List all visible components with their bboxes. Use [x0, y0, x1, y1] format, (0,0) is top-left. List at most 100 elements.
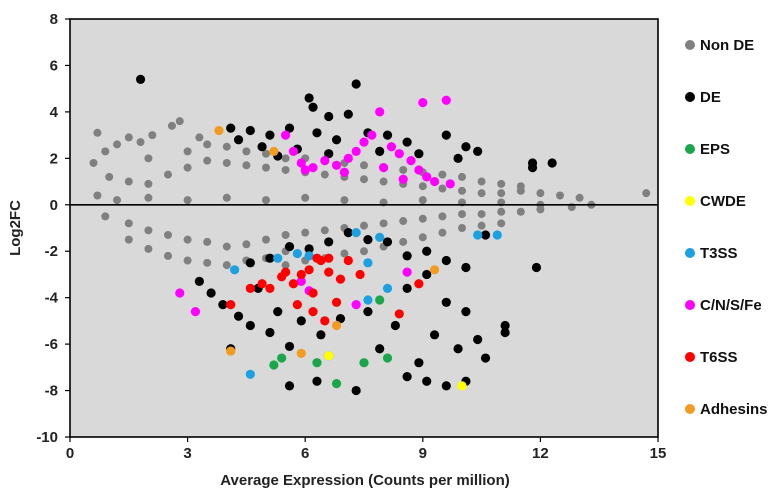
y-tick-label: 0	[50, 197, 58, 214]
legend-label: Non DE	[700, 37, 754, 54]
data-point	[262, 235, 270, 244]
data-point	[226, 300, 236, 310]
data-point	[414, 149, 424, 159]
y-axis-title: Log2FC	[7, 200, 24, 256]
data-point	[296, 269, 306, 280]
data-point	[429, 265, 440, 275]
legend-marker	[685, 92, 695, 102]
data-point	[262, 163, 270, 172]
data-point	[457, 381, 467, 391]
data-point	[360, 247, 368, 256]
data-point	[144, 193, 153, 202]
legend-marker	[685, 300, 695, 310]
data-point	[296, 348, 306, 358]
data-point	[273, 307, 283, 317]
data-point	[480, 230, 491, 240]
data-point	[324, 267, 334, 277]
data-point	[386, 142, 397, 152]
data-point	[265, 253, 275, 263]
x-axis-title: Average Expression (Counts per million)	[220, 472, 510, 489]
data-point	[359, 137, 369, 147]
data-point	[363, 307, 373, 317]
y-tick-label: 8	[50, 11, 58, 28]
data-point	[339, 167, 349, 177]
data-point	[351, 385, 361, 396]
legend: Non DE DE EPS CWDE T3SS C/N/S/Fe T6SS Adhesins	[685, 37, 768, 418]
data-point	[556, 191, 564, 200]
data-point	[242, 147, 251, 156]
legend-label: CWDE	[700, 193, 746, 210]
data-point	[281, 267, 291, 277]
data-point	[312, 253, 322, 263]
data-point	[399, 237, 408, 246]
data-point	[277, 353, 287, 363]
data-point	[473, 146, 483, 156]
data-point	[351, 228, 361, 238]
data-point	[308, 307, 318, 317]
y-tick-label: 4	[50, 104, 59, 121]
legend-item: Adhesins	[685, 401, 768, 418]
data-point	[301, 193, 310, 202]
legend-item: C/N/S/Fe	[685, 297, 762, 314]
data-point	[218, 300, 228, 310]
y-tick-label: -6	[45, 336, 58, 353]
data-point	[351, 79, 361, 89]
data-point	[422, 172, 432, 182]
data-point	[458, 172, 466, 181]
data-point	[273, 253, 283, 263]
axis-ticks: 0 3 6 9 12 15 8 6 4 2 0 -2 -4 -6 -8 -10	[36, 11, 666, 462]
data-point	[441, 297, 451, 307]
data-point	[233, 135, 244, 145]
data-point	[343, 228, 353, 238]
data-point	[441, 95, 451, 105]
data-point	[394, 149, 404, 159]
data-point	[458, 210, 466, 219]
legend-label: DE	[700, 89, 721, 106]
data-point	[262, 196, 270, 205]
data-point	[477, 210, 486, 219]
data-point	[363, 258, 373, 268]
legend-label: C/N/S/Fe	[700, 297, 762, 314]
data-point	[214, 125, 224, 136]
data-point	[382, 353, 393, 363]
y-tick-label: 6	[50, 57, 58, 74]
data-point	[324, 149, 334, 159]
data-point	[331, 135, 342, 145]
data-point	[359, 358, 369, 368]
legend-item: CWDE	[685, 193, 746, 210]
data-point	[516, 207, 525, 216]
data-point	[418, 182, 427, 191]
data-point	[477, 189, 486, 198]
data-point	[438, 184, 447, 193]
data-point	[461, 142, 471, 152]
y-tick-label: -2	[45, 243, 58, 260]
data-point	[402, 372, 412, 382]
data-point	[316, 330, 326, 340]
data-point	[304, 251, 314, 261]
data-point	[195, 133, 204, 142]
data-point	[233, 311, 244, 321]
data-point	[222, 158, 231, 167]
data-point	[642, 189, 651, 198]
data-point	[375, 107, 385, 117]
data-point	[363, 235, 373, 245]
data-point	[144, 179, 153, 188]
data-point	[284, 123, 295, 133]
data-point	[101, 212, 110, 221]
data-point	[414, 165, 424, 175]
data-point	[422, 246, 432, 256]
legend-marker	[685, 196, 695, 206]
data-point	[296, 276, 306, 287]
data-point	[461, 262, 471, 273]
data-point	[284, 381, 295, 391]
data-point	[500, 327, 510, 338]
x-tick-label: 0	[66, 445, 74, 462]
legend-marker	[685, 144, 695, 154]
data-point	[124, 235, 133, 244]
data-point	[113, 196, 122, 205]
data-point	[497, 189, 506, 198]
data-point	[382, 130, 393, 140]
data-point	[331, 160, 342, 170]
data-point	[226, 346, 236, 356]
data-point	[343, 109, 353, 119]
